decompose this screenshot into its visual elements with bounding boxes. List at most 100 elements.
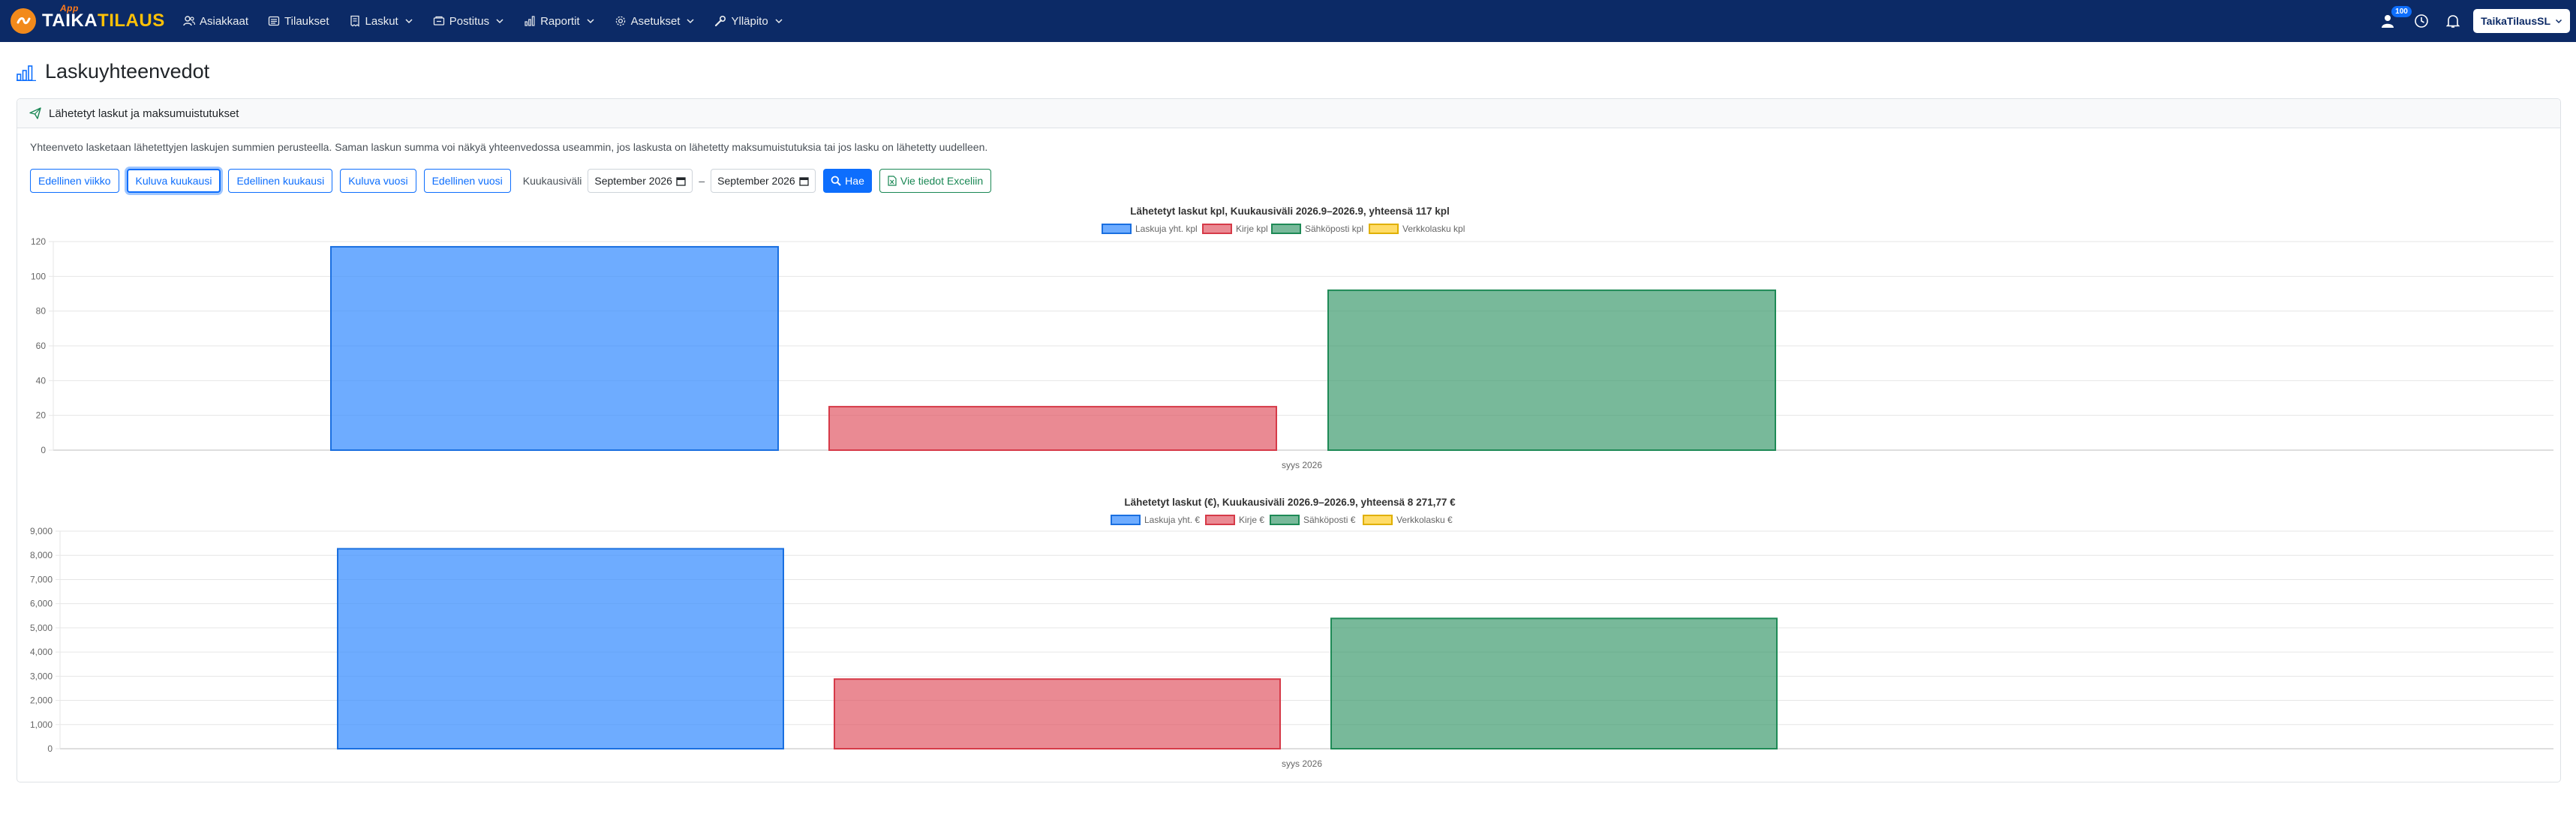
chart-title: Lähetetyt laskut (€), Kuukausiväli 2026.… <box>1124 497 1456 508</box>
legend-label: Verkkolasku kpl <box>1402 224 1465 234</box>
legend-swatch <box>1363 515 1393 525</box>
current-month-button[interactable]: Kuluva kuukausi <box>126 169 221 193</box>
bar[interactable] <box>330 245 779 451</box>
y-tick-label: 40 <box>36 375 47 386</box>
summary-description: Yhteenveto lasketaan lähetettyjen laskuj… <box>30 141 988 153</box>
nav-item-asiakkaat[interactable]: Asiakkaat <box>183 15 248 28</box>
brand-logo[interactable]: App TAIKA TILAUS <box>11 3 165 36</box>
online-users-button[interactable]: 100 <box>2379 5 2412 32</box>
legend-label: Laskuja yht. kpl <box>1135 224 1198 234</box>
page-title: Laskuyhteenvedot <box>17 60 209 83</box>
online-users-badge: 100 <box>2391 5 2412 18</box>
legend-label: Kirje kpl <box>1236 224 1268 234</box>
mail-icon <box>433 16 444 26</box>
legend-item[interactable]: Laskuja yht. kpl <box>1102 224 1198 234</box>
range-separator: – <box>699 175 705 187</box>
legend-item[interactable]: Laskuja yht. € <box>1111 515 1200 525</box>
y-tick-label: 120 <box>31 236 46 247</box>
legend-swatch <box>1102 224 1132 234</box>
export-excel-button[interactable]: Vie tiedot Exceliin <box>879 169 992 193</box>
bell-icon <box>2446 15 2460 28</box>
send-icon <box>29 107 41 119</box>
x-tick-label: syys 2026 <box>1282 460 1322 470</box>
nav-item-label: Raportit <box>540 14 580 28</box>
nav-item-laskut[interactable]: Laskut <box>349 15 413 28</box>
previous-year-button[interactable]: Edellinen vuosi <box>423 169 511 193</box>
chevron-down-icon <box>775 19 783 24</box>
chevron-down-icon <box>587 19 594 24</box>
filter-controls: Edellinen viikko Kuluva kuukausi Edellin… <box>30 168 992 194</box>
nav-item-asetukset[interactable]: Asetukset <box>615 15 696 28</box>
y-tick-label: 60 <box>36 341 47 351</box>
current-year-button[interactable]: Kuluva vuosi <box>340 169 416 193</box>
y-tick-label: 8,000 <box>30 550 53 560</box>
from-month-input[interactable]: September 2026 <box>588 169 693 193</box>
user-menu-button[interactable]: TaikaTilausSL <box>2473 9 2570 33</box>
bar[interactable] <box>828 406 1277 452</box>
invoice-count-chart-svg: Lähetetyt laskut kpl, Kuukausiväli 2026.… <box>31 206 2553 470</box>
y-tick-label: 5,000 <box>30 623 53 633</box>
chevron-down-icon <box>496 19 503 24</box>
search-button[interactable]: Hae <box>823 169 872 193</box>
legend-label: Kirje € <box>1239 515 1264 525</box>
bar[interactable] <box>337 548 784 750</box>
legend-item[interactable]: Kirje € <box>1205 515 1264 525</box>
legend-label: Verkkolasku € <box>1396 515 1453 525</box>
previous-month-button[interactable]: Edellinen kuukausi <box>228 169 333 193</box>
nav-item-label: Ylläpito <box>731 14 768 28</box>
calendar-icon <box>799 176 809 186</box>
export-excel-label: Vie tiedot Exceliin <box>900 175 984 187</box>
brand-name: App TAIKA TILAUS <box>42 3 165 32</box>
y-tick-label: 6,000 <box>30 599 53 609</box>
chart-title: Lähetetyt laskut kpl, Kuukausiväli 2026.… <box>1130 206 1449 217</box>
y-tick-label: 4,000 <box>30 647 53 657</box>
previous-week-button[interactable]: Edellinen viikko <box>30 169 119 193</box>
legend-swatch <box>1271 224 1301 234</box>
nav-item-yllapito[interactable]: Ylläpito <box>714 15 783 28</box>
users-icon <box>2382 15 2394 28</box>
nav-item-tilaukset[interactable]: Tilaukset <box>268 15 329 28</box>
main-nav: Asiakkaat Tilaukset Laskut Postitus Rapo… <box>183 0 803 42</box>
legend-item[interactable]: Sähköposti kpl <box>1271 224 1363 234</box>
chevron-down-icon <box>687 19 695 24</box>
nav-item-label: Asetukset <box>630 14 681 28</box>
legend-label: Sähköposti € <box>1303 515 1356 525</box>
invoice-count-chart: Lähetetyt laskut kpl, Kuukausiväli 2026.… <box>17 203 2560 480</box>
nav-item-label: Postitus <box>449 14 490 28</box>
receipt-icon <box>350 15 359 27</box>
legend-item[interactable]: Verkkolasku kpl <box>1369 224 1465 234</box>
y-tick-label: 100 <box>31 271 46 281</box>
history-button[interactable] <box>2410 10 2433 32</box>
users-icon <box>183 16 195 26</box>
file-excel-icon <box>888 176 897 186</box>
x-tick-label: syys 2026 <box>1282 758 1322 769</box>
list-icon <box>268 16 280 26</box>
legend-label: Sähköposti kpl <box>1305 224 1363 234</box>
y-tick-label: 2,000 <box>30 695 53 706</box>
bar[interactable] <box>1330 617 1778 749</box>
legend-item[interactable]: Verkkolasku € <box>1363 515 1453 525</box>
bar-chart-icon <box>525 16 535 26</box>
y-tick-label: 0 <box>47 743 53 754</box>
legend-item[interactable]: Sähköposti € <box>1270 515 1356 525</box>
nav-item-postitus[interactable]: Postitus <box>433 15 504 28</box>
legend-item[interactable]: Kirje kpl <box>1202 224 1268 234</box>
notifications-button[interactable] <box>2442 10 2464 32</box>
bar[interactable] <box>834 678 1281 749</box>
page-title-text: Laskuyhteenvedot <box>45 60 210 83</box>
y-tick-label: 20 <box>36 410 47 421</box>
brand-app-label: App <box>60 3 79 14</box>
wrench-icon <box>715 15 726 27</box>
to-month-input[interactable]: September 2026 <box>711 169 816 193</box>
y-tick-label: 7,000 <box>30 574 53 584</box>
nav-right: 100 TaikaTilausSL <box>2379 0 2570 42</box>
gear-icon <box>615 16 625 26</box>
brand-taika-text: TAIKA <box>42 11 98 31</box>
to-month-value: September 2026 <box>717 175 795 187</box>
legend-swatch <box>1270 515 1300 525</box>
legend-label: Laskuja yht. € <box>1144 515 1200 525</box>
bar[interactable] <box>1327 289 1776 451</box>
y-tick-label: 1,000 <box>30 719 53 730</box>
brand-tilaus-text: TILAUS <box>98 11 165 31</box>
nav-item-raportit[interactable]: Raportit <box>524 15 595 28</box>
